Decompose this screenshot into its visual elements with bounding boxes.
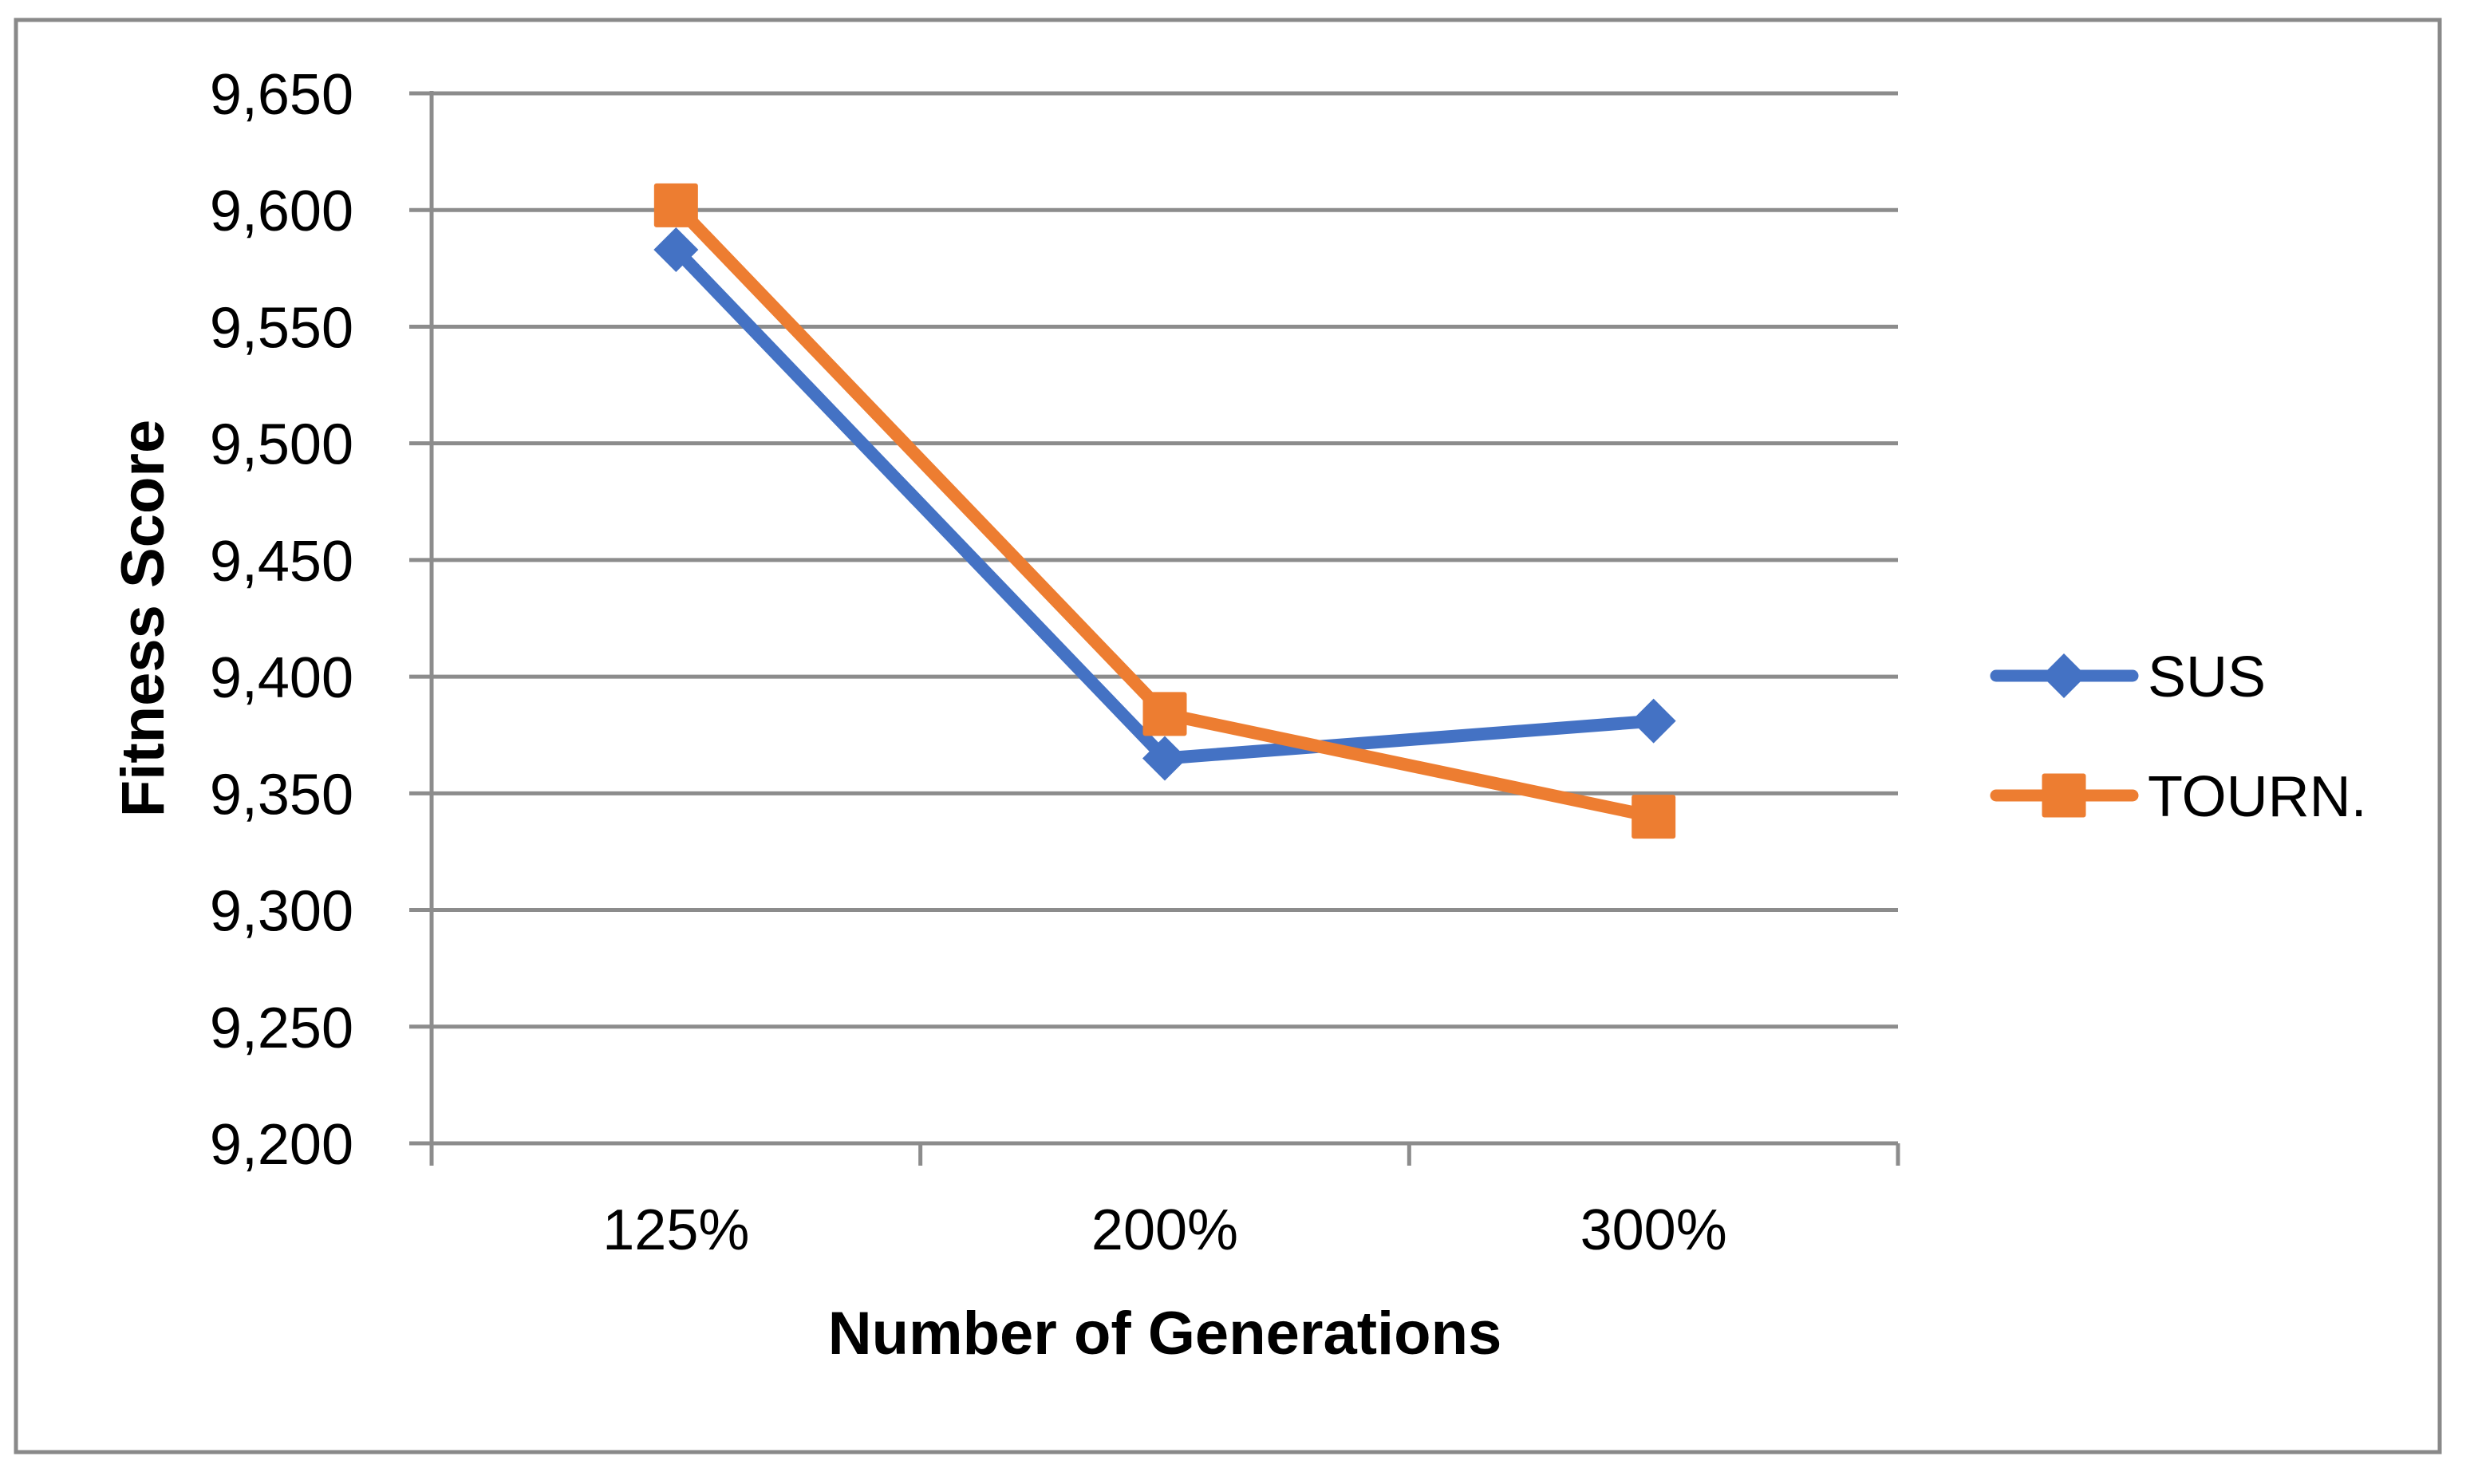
gridlines-layer — [432, 91, 1898, 1146]
x-tick-label-2: 300% — [1580, 1198, 1727, 1262]
marker-tourn-1 — [1142, 692, 1187, 736]
axes-layer — [409, 91, 1900, 1166]
x-tick-label-0: 125% — [602, 1198, 749, 1262]
series-sus — [653, 227, 1676, 781]
y-tick-label-9500: 9,500 — [210, 413, 353, 477]
legend-square-marker-icon — [2042, 773, 2086, 818]
marker-sus-0 — [653, 227, 699, 272]
y-tick-label-9400: 9,400 — [210, 646, 353, 710]
legend-item-tourn: TOURN. — [1990, 765, 2367, 829]
marker-sus-2 — [1631, 698, 1676, 744]
y-tick-label-9600: 9,600 — [210, 180, 353, 243]
y-tick-label-9650: 9,650 — [210, 63, 353, 127]
y-tick-label-9450: 9,450 — [210, 530, 353, 594]
y-tick-label-9250: 9,250 — [210, 997, 353, 1060]
y-tick-label-9200: 9,200 — [210, 1113, 353, 1177]
series-tourn — [653, 183, 1676, 839]
tick-labels-layer: 9,200 9,250 9,300 9,350 9,400 9,450 9,500 9,550… — [210, 63, 1727, 1262]
legend-item-sus: SUS — [1990, 645, 2266, 709]
y-axis-title: Fitness Score — [109, 420, 177, 817]
legend-label-tourn: TOURN. — [2148, 765, 2367, 829]
marker-tourn-0 — [653, 183, 698, 227]
marker-sus-1 — [1142, 736, 1187, 781]
y-tick-label-9350: 9,350 — [210, 763, 353, 827]
legend-diamond-marker-icon — [2042, 653, 2086, 698]
legend: SUS TOURN. — [1990, 645, 2367, 829]
marker-tourn-2 — [1632, 795, 1676, 839]
y-tick-label-9550: 9,550 — [210, 296, 353, 360]
legend-label-sus: SUS — [2148, 645, 2266, 709]
series-layer — [653, 183, 1676, 839]
y-tick-label-9300: 9,300 — [210, 880, 353, 944]
x-tick-label-1: 200% — [1091, 1198, 1238, 1262]
x-axis-title: Number of Generations — [828, 1300, 1502, 1368]
chart-border — [14, 18, 2442, 1454]
